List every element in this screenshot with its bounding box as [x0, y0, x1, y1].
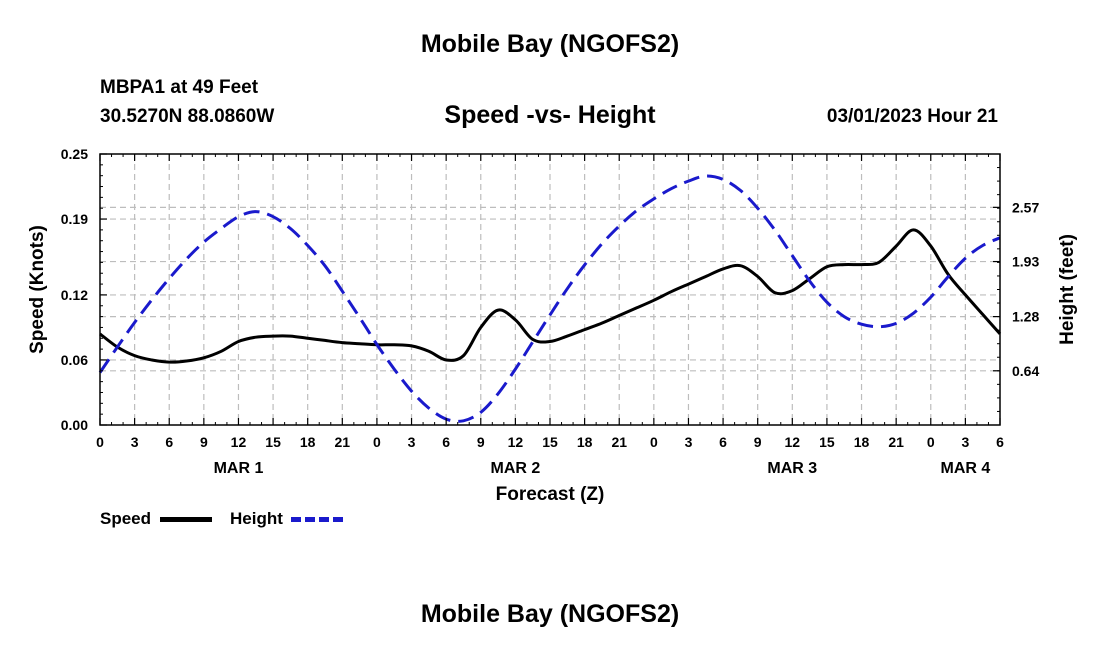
x-tick-label: 3 [961, 434, 969, 450]
y-right-tick-label: 1.93 [1012, 254, 1039, 270]
x-tick-label: 9 [477, 434, 485, 450]
x-tick-label: 3 [131, 434, 139, 450]
legend-speed-label: Speed [100, 509, 152, 528]
x-tick-label: 9 [200, 434, 208, 450]
x-tick-label: 0 [650, 434, 658, 450]
y-left-axis-title: Speed (Knots) [27, 225, 48, 354]
x-tick-label: 3 [685, 434, 693, 450]
day-label: MAR 2 [490, 460, 540, 477]
x-tick-label: 6 [442, 434, 450, 450]
x-tick-label: 9 [754, 434, 762, 450]
footer-title: Mobile Bay (NGOFS2) [420, 600, 680, 628]
y-right-tick-label: 0.64 [1012, 363, 1039, 379]
day-label: MAR 1 [214, 460, 264, 477]
x-tick-label: 12 [785, 434, 801, 450]
x-tick-label: 18 [300, 434, 316, 450]
chart-title: Speed -vs- Height [444, 101, 656, 129]
y-left-tick-label: 0.00 [61, 417, 88, 433]
x-tick-label: 12 [231, 434, 247, 450]
station-coordinates: 30.5270N 88.0860W [100, 106, 275, 127]
forecast-datetime: 03/01/2023 Hour 21 [826, 106, 998, 127]
x-tick-label: 12 [508, 434, 524, 450]
x-tick-label: 0 [927, 434, 935, 450]
speed-series-line [99, 228, 1002, 364]
day-label: MAR 4 [940, 460, 990, 477]
axis-layer: 0 3 6 9 12 15 18 21 0 3 6 9 12 15 18 21 0 3 6 9 12 15 18 21 0 3 6M… [27, 146, 1078, 505]
series-layer [98, 174, 1002, 423]
x-tick-label: 3 [408, 434, 416, 450]
x-tick-label: 15 [819, 434, 835, 450]
y-left-tick-label: 0.06 [61, 352, 88, 368]
x-tick-label: 6 [165, 434, 173, 450]
y-right-axis-title: Height (feet) [1057, 234, 1078, 345]
x-tick-label: 21 [335, 434, 351, 450]
legend-height-swatch [291, 517, 343, 522]
y-left-tick-label: 0.25 [61, 146, 88, 162]
x-tick-label: 18 [854, 434, 870, 450]
legend-speed-swatch [160, 517, 212, 522]
y-right-tick-label: 2.57 [1012, 199, 1039, 215]
station-name: MBPA1 at 49 Feet [100, 77, 259, 98]
day-label: MAR 3 [767, 460, 817, 477]
legend-height-label: Height [230, 509, 283, 528]
grid-layer [100, 154, 1000, 425]
y-right-tick-label: 1.28 [1012, 309, 1039, 325]
x-tick-label: 0 [96, 434, 104, 450]
x-tick-label: 21 [888, 434, 904, 450]
x-tick-label: 6 [719, 434, 727, 450]
x-tick-label: 15 [542, 434, 558, 450]
y-left-tick-label: 0.19 [61, 211, 88, 227]
x-tick-label: 21 [611, 434, 627, 450]
x-axis-title: Forecast (Z) [496, 484, 605, 505]
x-tick-label: 6 [996, 434, 1004, 450]
x-tick-label: 0 [373, 434, 381, 450]
x-tick-label: 15 [265, 434, 281, 450]
height-series-line [98, 174, 1001, 423]
main-title: Mobile Bay (NGOFS2) [420, 30, 680, 58]
y-left-tick-label: 0.12 [61, 287, 88, 303]
x-tick-label: 18 [577, 434, 593, 450]
